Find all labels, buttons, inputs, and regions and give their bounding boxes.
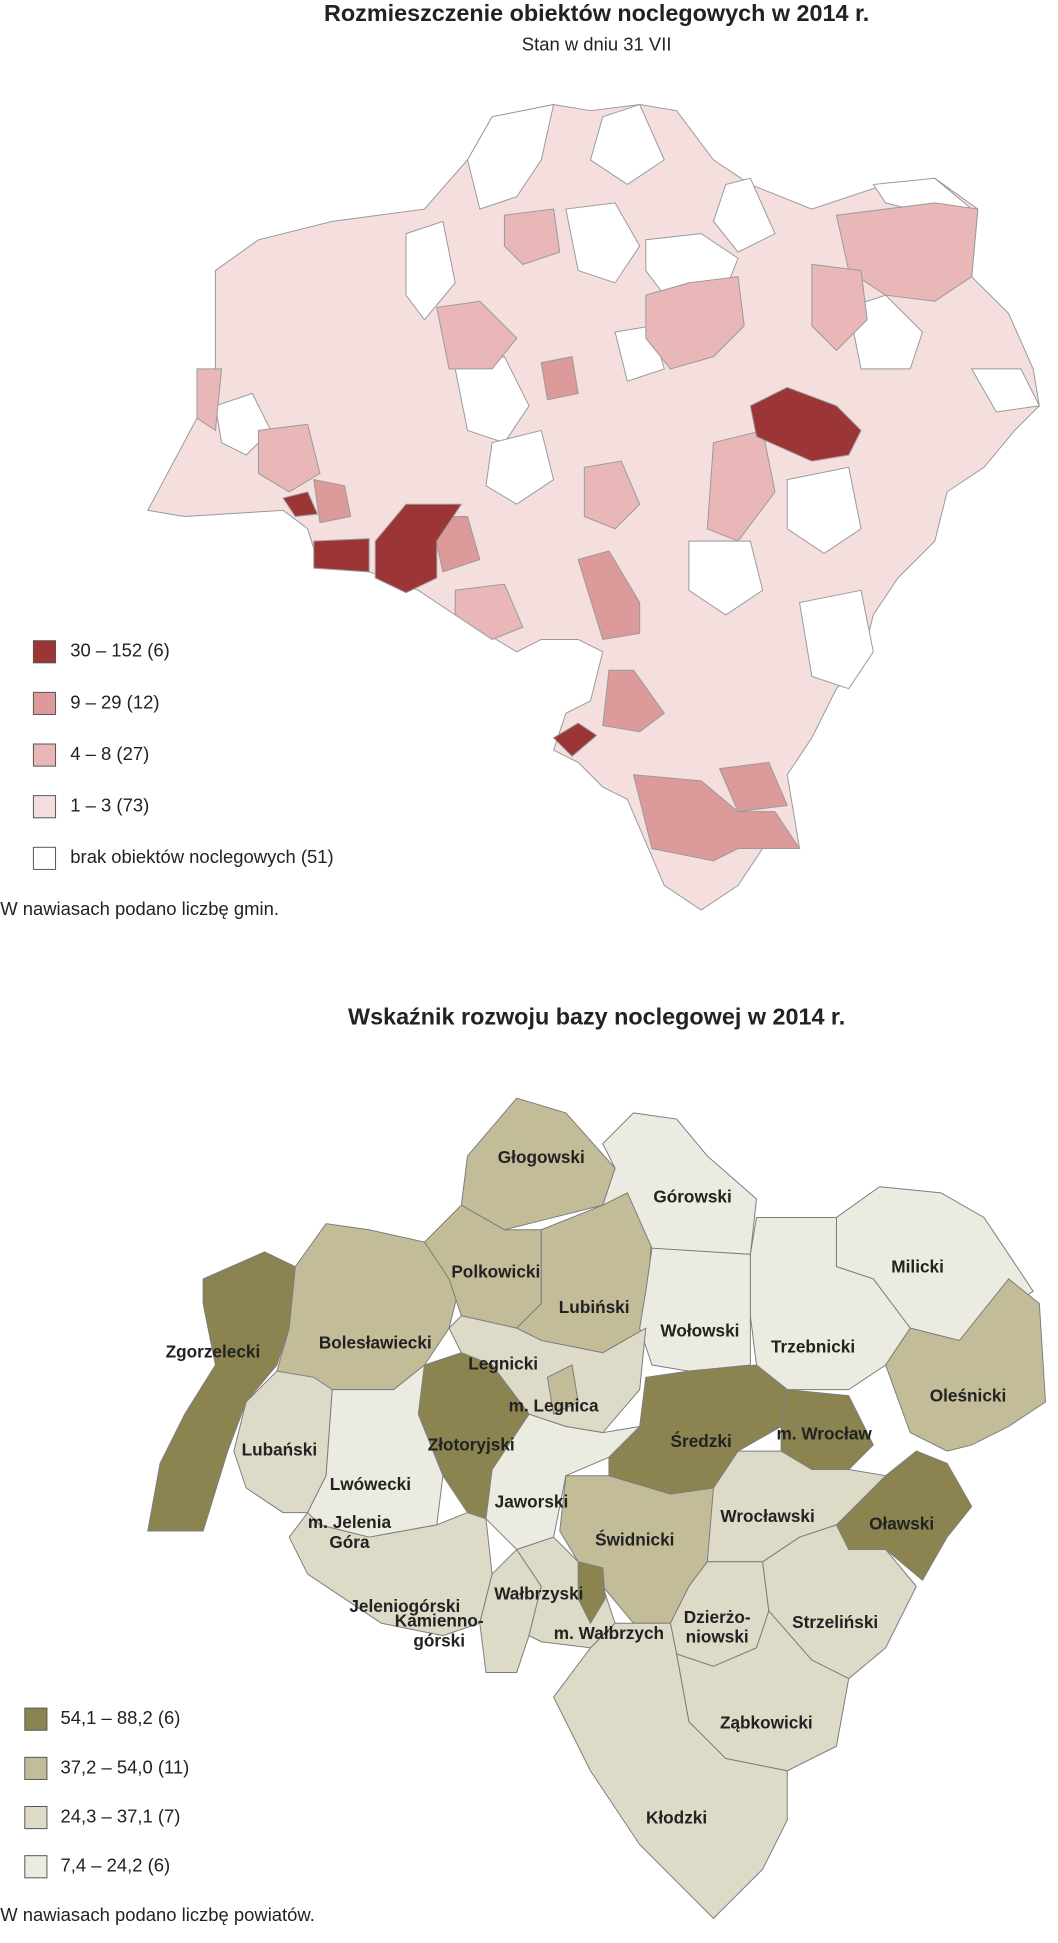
region-label: niowski (686, 1627, 749, 1647)
legend-label: 54,1 – 88,2 (6) (60, 1707, 180, 1728)
region-label: Wołowski (660, 1320, 739, 1340)
region-label: Oławski (869, 1513, 934, 1533)
region-label: Góra (329, 1532, 370, 1552)
legend-swatch (32, 846, 57, 870)
region-label: Kłodzki (646, 1807, 707, 1827)
region-label: m. Wałbrzych (554, 1623, 664, 1643)
legend-label: 37,2 – 54,0 (11) (60, 1756, 189, 1777)
legend-label: 24,3 – 37,1 (7) (60, 1805, 180, 1826)
region-label: Złotoryjski (428, 1435, 515, 1455)
region-label: Lubiński (559, 1297, 630, 1317)
legend: 54,1 – 88,2 (6) 37,2 – 54,0 (11) 24,3 – 37… (24, 1707, 189, 1879)
region-label: Jeleniogórski (349, 1596, 460, 1616)
region-label: Polkowicki (451, 1261, 540, 1281)
map-title: Wskaźnik rozwoju bazy noclegowej w 2014 … (348, 1003, 845, 1029)
region-label: Wrocławski (720, 1506, 814, 1526)
region-label: Trzebnicki (771, 1336, 855, 1356)
map-2 (147, 1097, 1047, 1920)
note: W nawiasach podano liczbę powiatów. (0, 1904, 315, 1925)
legend-label: 7,4 – 24,2 (6) (60, 1855, 170, 1876)
note: W nawiasach podano liczbę gmin. (0, 898, 279, 919)
legend-label: 9 – 29 (12) (70, 691, 159, 712)
legend-swatch (32, 743, 57, 767)
region-label: Oleśnicki (930, 1386, 1007, 1406)
region-label: Dzierżo- (684, 1607, 751, 1627)
legend: 30 – 152 (6) 9 – 29 (12) 4 – 8 (27) 1 – 3 (… (32, 640, 334, 870)
legend-swatch (24, 1855, 48, 1879)
region-label: Lwówecki (330, 1474, 411, 1494)
region-label: Lubański (242, 1440, 318, 1460)
legend-label: brak obiektów noclegowych (51) (70, 846, 333, 867)
legend-label: 1 – 3 (73) (70, 795, 149, 816)
region-label: Zgorzelecki (166, 1341, 261, 1361)
legend-swatch (32, 795, 57, 819)
region-label: Głogowski (498, 1147, 585, 1167)
region-label: Wałbrzyski (494, 1584, 583, 1604)
region-label: Milicki (891, 1256, 944, 1276)
map-subtitle: Stan w dniu 31 VII (522, 33, 672, 54)
legend-swatch (24, 1756, 48, 1780)
region-label: Legnicki (468, 1354, 538, 1374)
region-label: Jaworski (495, 1491, 569, 1511)
legend-label: 30 – 152 (6) (70, 640, 169, 661)
region-label: Bolesławiecki (319, 1333, 432, 1353)
region-label: Górowski (653, 1186, 731, 1206)
region-label: Kamienno- (395, 1611, 484, 1631)
region-label: Świdnicki (595, 1529, 674, 1549)
map-1 (147, 103, 1041, 911)
legend-swatch (32, 691, 57, 715)
region-label: m. Jelenia (308, 1512, 392, 1532)
region-label: Strzeliński (792, 1612, 878, 1632)
legend-swatch (32, 640, 57, 664)
region-labels: Głogowski Górowski Milicki Polkowicki Lubińs… (166, 1147, 1007, 1827)
legend-label: 4 – 8 (27) (70, 743, 149, 764)
map-title: Rozmieszczenie obiektów noclegowych w 20… (324, 0, 869, 26)
region-label: m. Wrocław (776, 1424, 872, 1444)
legend-swatch (24, 1707, 48, 1731)
region-label: Średzki (671, 1431, 732, 1451)
legend-swatch (24, 1806, 48, 1830)
region-label: m. Legnica (509, 1395, 599, 1415)
region-label: górski (413, 1630, 465, 1650)
region-label: Ząbkowicki (720, 1713, 813, 1733)
